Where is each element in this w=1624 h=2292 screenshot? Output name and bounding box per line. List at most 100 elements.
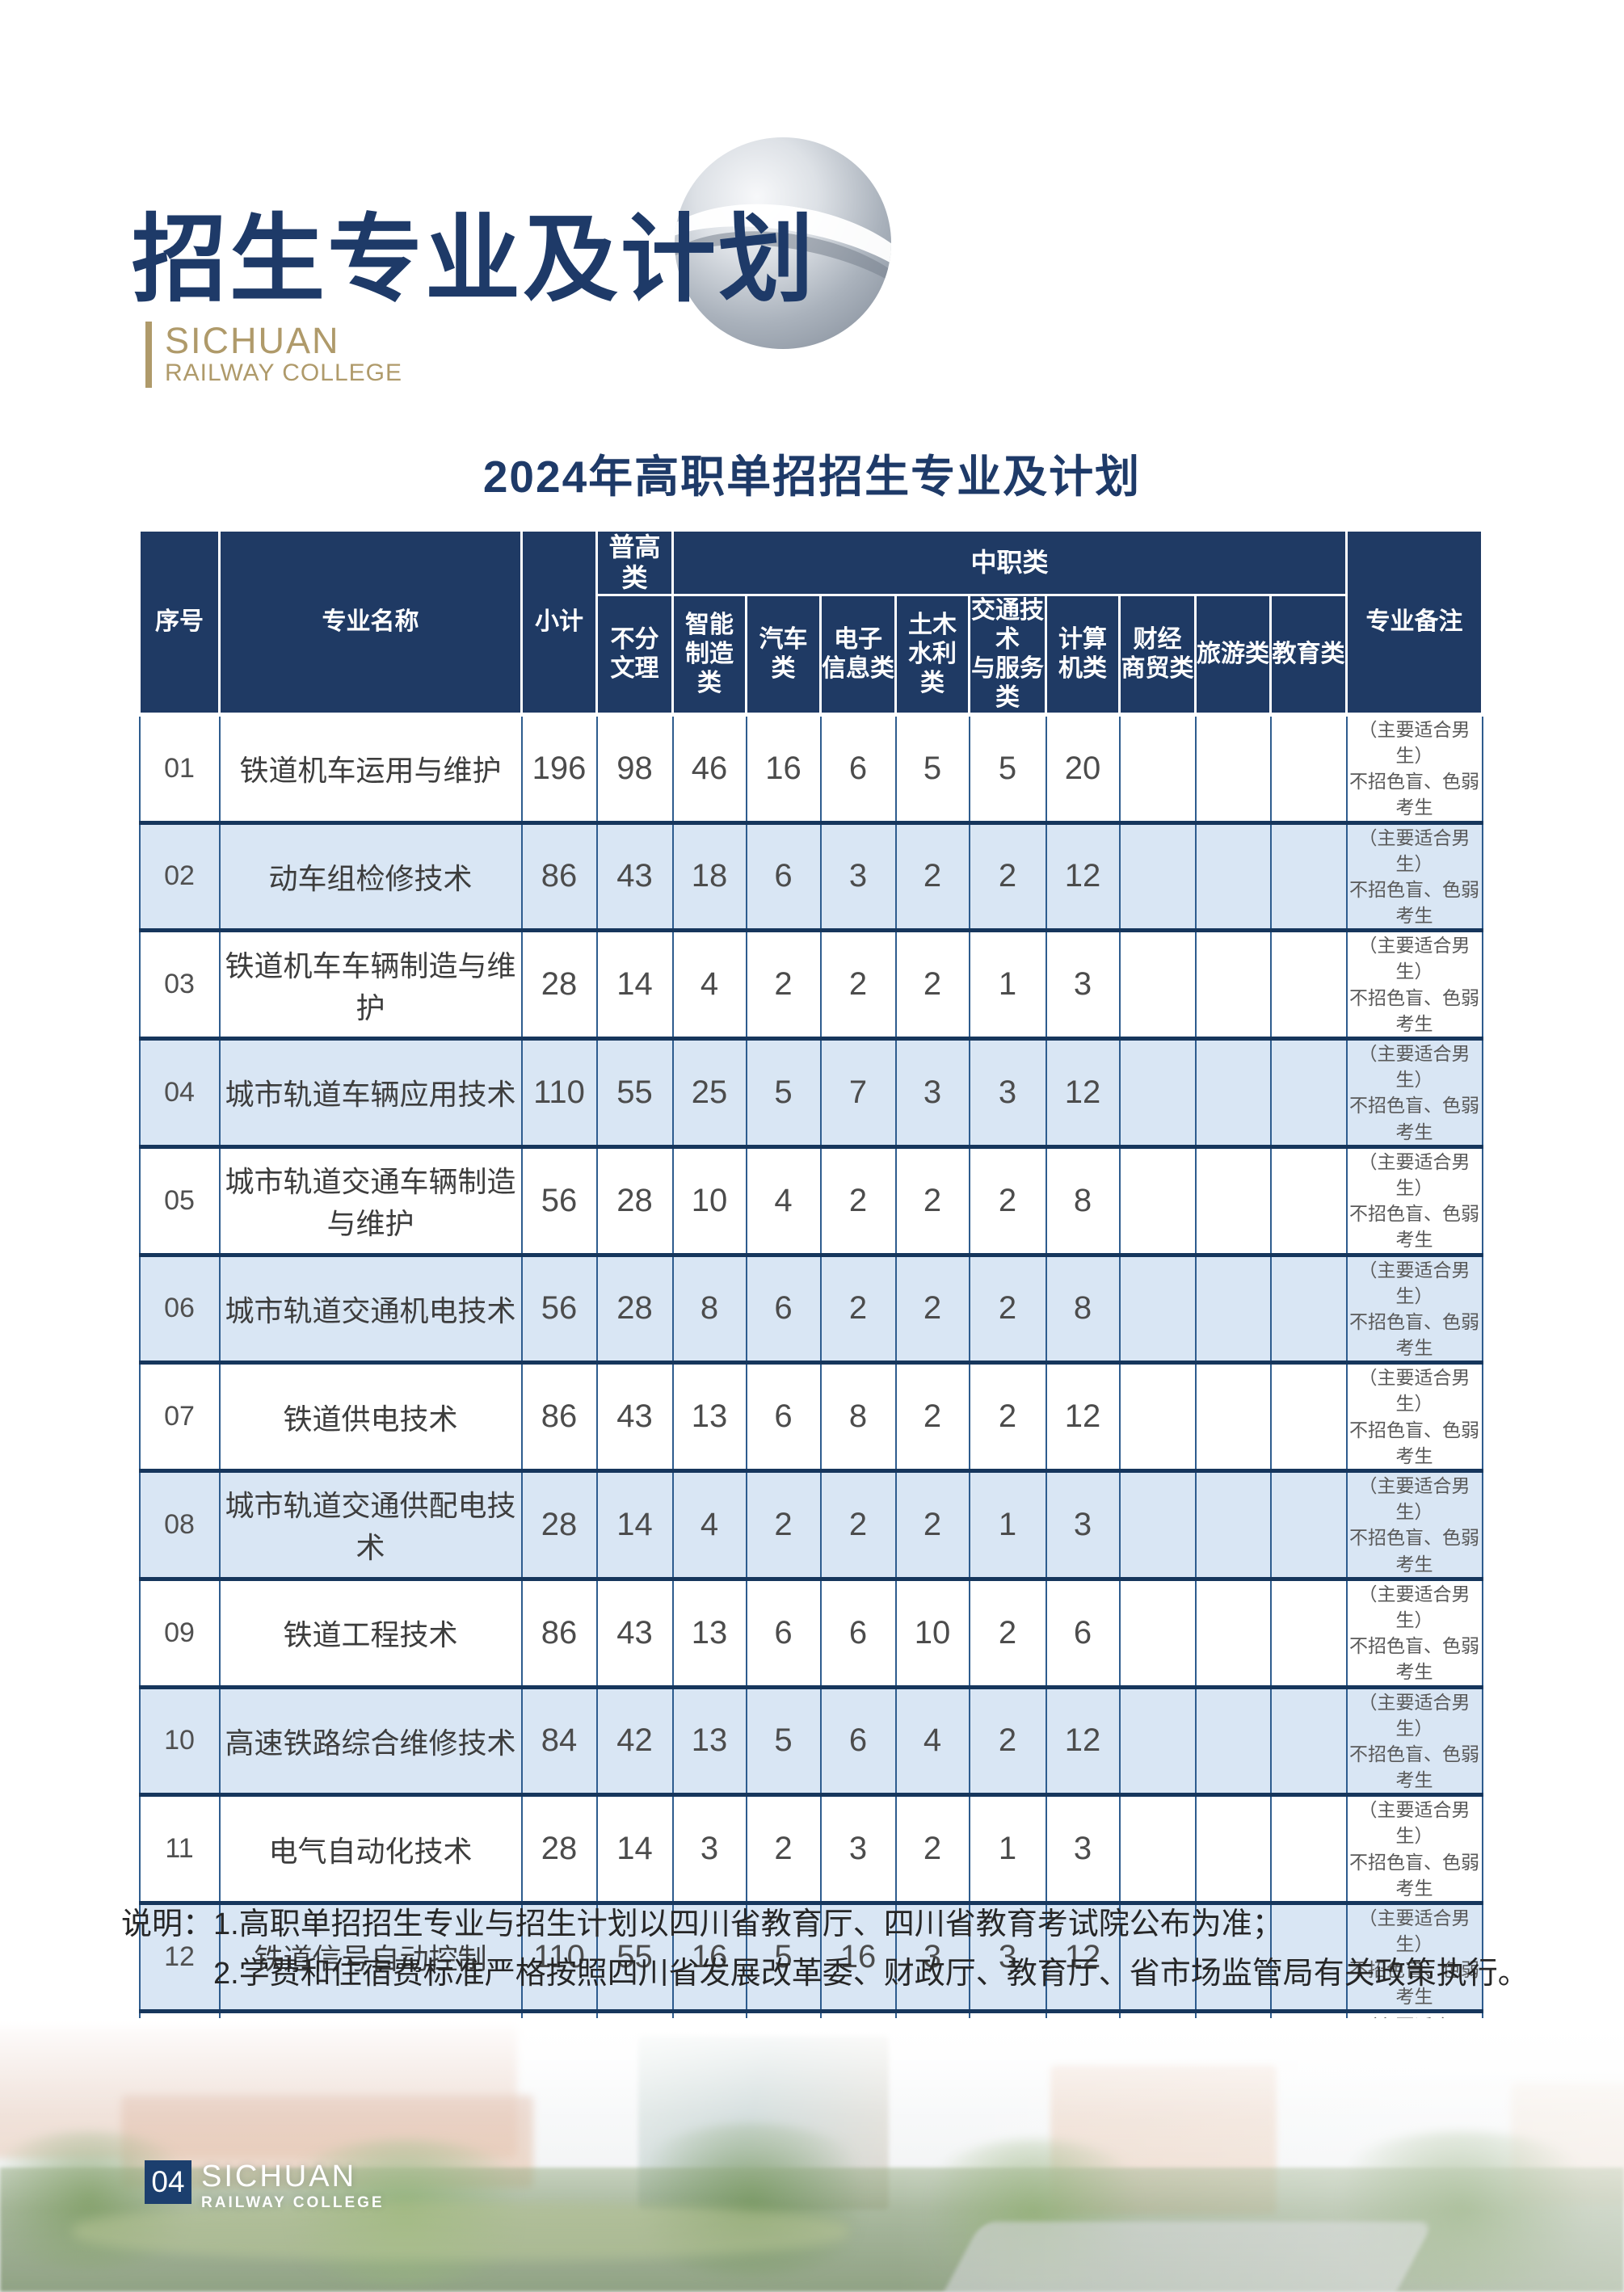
plan-value: 28 (520, 930, 598, 1039)
plan-value: 14 (595, 1470, 674, 1579)
plan-value: 16 (819, 1903, 897, 2012)
plan-value: 28 (520, 1794, 598, 1903)
plan-value: 16 (671, 1903, 747, 2012)
plan-value: 13 (671, 1687, 747, 1795)
plan-value: 5 (968, 714, 1047, 823)
plan-value: 6 (745, 822, 822, 931)
row-no: 09 (138, 1579, 221, 1688)
plan-value: 2 (894, 1362, 970, 1471)
plan-value (1269, 1470, 1348, 1579)
major-name: 铁道机车车辆制造与维护 (218, 930, 523, 1039)
college-logo-lockup: SICHUAN RAILWAY COLLEGE (145, 322, 402, 388)
major-name: 城市轨道车辆应用技术 (218, 1038, 523, 1147)
major-name: 铁道工程技术 (218, 1579, 523, 1688)
table-title: 2024年高职单招招生专业及计划 (482, 452, 1142, 502)
row-no: 03 (138, 930, 221, 1039)
table-row: 12 铁道信号自动控制 110 55 16 5 16 3 3 12 （主要适合男生） 不招色盲、色弱… (138, 1903, 1483, 2012)
major-name: 铁道信号自动控制 (218, 1903, 523, 2012)
major-name: 城市轨道交通车辆制造与维护 (218, 1146, 523, 1255)
plan-value (1194, 1687, 1272, 1795)
remark: （主要适合男生） 不招色盲、色弱考生 (1345, 1255, 1483, 1363)
plan-value: 16 (745, 714, 822, 823)
plan-value (1194, 1470, 1272, 1579)
plan-value: 14 (595, 1794, 674, 1903)
plan-value: 1 (968, 1470, 1047, 1579)
remark: （主要适合男生） 不招色盲、色弱考生 (1345, 1362, 1483, 1471)
plan-value (1118, 714, 1197, 823)
plan-value (1118, 1146, 1197, 1255)
plan-value: 4 (671, 1470, 747, 1579)
plan-value (1194, 1255, 1272, 1363)
plan-value (1269, 1362, 1348, 1471)
remark: （主要适合男生） 不招色盲、色弱考生 (1345, 1794, 1483, 1903)
table-row: 03 铁道机车车辆制造与维护 28 14 4 2 2 2 1 3 （主要适合男生） 不招色盲、色弱考… (138, 930, 1483, 1039)
plan-value: 2 (745, 1794, 822, 1903)
plan-value: 10 (894, 1579, 970, 1688)
plan-value: 2 (819, 1146, 897, 1255)
plan-value: 6 (745, 1579, 822, 1688)
plan-value: 2 (968, 822, 1047, 931)
table-row: 11 电气自动化技术 28 14 3 2 3 2 1 3 （主要适合男生） 不招色盲、色弱考生 (138, 1794, 1483, 1903)
row-no: 08 (138, 1470, 221, 1579)
plan-value: 43 (595, 1579, 674, 1688)
plan-value: 3 (894, 1903, 970, 2012)
plan-value: 6 (745, 1362, 822, 1471)
college-type-en: RAILWAY COLLEGE (165, 360, 402, 387)
campus-photo: 04 SICHUAN RAILWAY COLLEGE (0, 2018, 1624, 2292)
table-row: 10 高速铁路综合维修技术 84 42 13 5 6 4 2 12 （主要适合男生） 不招色盲、色弱… (138, 1687, 1483, 1795)
plan-value (1194, 1362, 1272, 1471)
major-name: 电气自动化技术 (218, 1794, 523, 1903)
plan-value: 28 (595, 1146, 674, 1255)
plan-value: 4 (894, 1687, 970, 1795)
footer-college-name: SICHUAN (201, 2160, 357, 2193)
footer-college-lockup: SICHUAN RAILWAY COLLEGE (201, 2160, 385, 2213)
plan-value: 3 (968, 1038, 1047, 1147)
plan-value: 3 (671, 1794, 747, 1903)
plan-value: 56 (520, 1146, 598, 1255)
col-header-zhizao: 智能 制造类 (671, 593, 747, 716)
plan-value (1118, 1362, 1197, 1471)
plan-value: 2 (819, 1255, 897, 1363)
plan-value: 28 (520, 1470, 598, 1579)
plan-value (1118, 1579, 1197, 1688)
plan-value: 56 (520, 1255, 598, 1363)
table-row: 06 城市轨道交通机电技术 56 28 8 6 2 2 2 8 （主要适合男生） 不招色盲、色弱考生 (138, 1255, 1483, 1363)
plan-value: 6 (1045, 1579, 1121, 1688)
plan-value (1194, 1579, 1272, 1688)
plan-value: 55 (595, 1903, 674, 2012)
table-row: 02 动车组检修技术 86 43 18 6 3 2 2 12 （主要适合男生） 不招色盲、色弱考生 (138, 822, 1483, 931)
col-header-putong-sub: 不分 文理 (595, 593, 674, 716)
col-header-jiaoyu: 教育类 (1268, 593, 1348, 716)
plan-value: 14 (595, 930, 674, 1039)
plan-value (1269, 1794, 1348, 1903)
page-title: 招生专业及计划 (132, 207, 817, 313)
plan-value: 13 (671, 1362, 747, 1471)
plan-value: 3 (819, 1794, 897, 1903)
plan-value (1118, 1255, 1197, 1363)
plan-value (1269, 1038, 1348, 1147)
plan-value (1118, 1903, 1197, 2012)
col-header-jiaotong: 交通技术 与服务类 (968, 593, 1047, 716)
plan-value (1269, 1579, 1348, 1688)
plan-value: 3 (968, 1903, 1047, 2012)
remark: （主要适合男生） 不招色盲、色弱考生 (1345, 1038, 1483, 1147)
col-group-putong: 普高类 (595, 529, 674, 596)
row-no: 04 (138, 1038, 221, 1147)
page-number: 04 (145, 2160, 191, 2204)
table-header: 序号 专业名称 小计 普高类 中职类 专业备注 不分 文理 智能 制造类 汽车类… (138, 529, 1484, 716)
plan-value: 6 (819, 714, 897, 823)
major-name: 铁道机车运用与维护 (218, 714, 523, 823)
plan-value: 2 (968, 1146, 1047, 1255)
remark: （主要适合男生） 不招色盲、色弱考生 (1345, 714, 1483, 823)
plan-value: 13 (671, 1579, 747, 1688)
remark: （主要适合男生） 不招色盲、色弱考生 (1345, 1903, 1483, 2012)
row-no: 12 (138, 1903, 221, 2012)
plan-value: 3 (1045, 1794, 1121, 1903)
plan-value (1194, 1794, 1272, 1903)
plan-value: 2 (968, 1255, 1047, 1363)
row-no: 02 (138, 822, 221, 931)
plan-value (1269, 822, 1348, 931)
plan-value: 8 (1045, 1255, 1121, 1363)
plan-value: 43 (595, 822, 674, 931)
